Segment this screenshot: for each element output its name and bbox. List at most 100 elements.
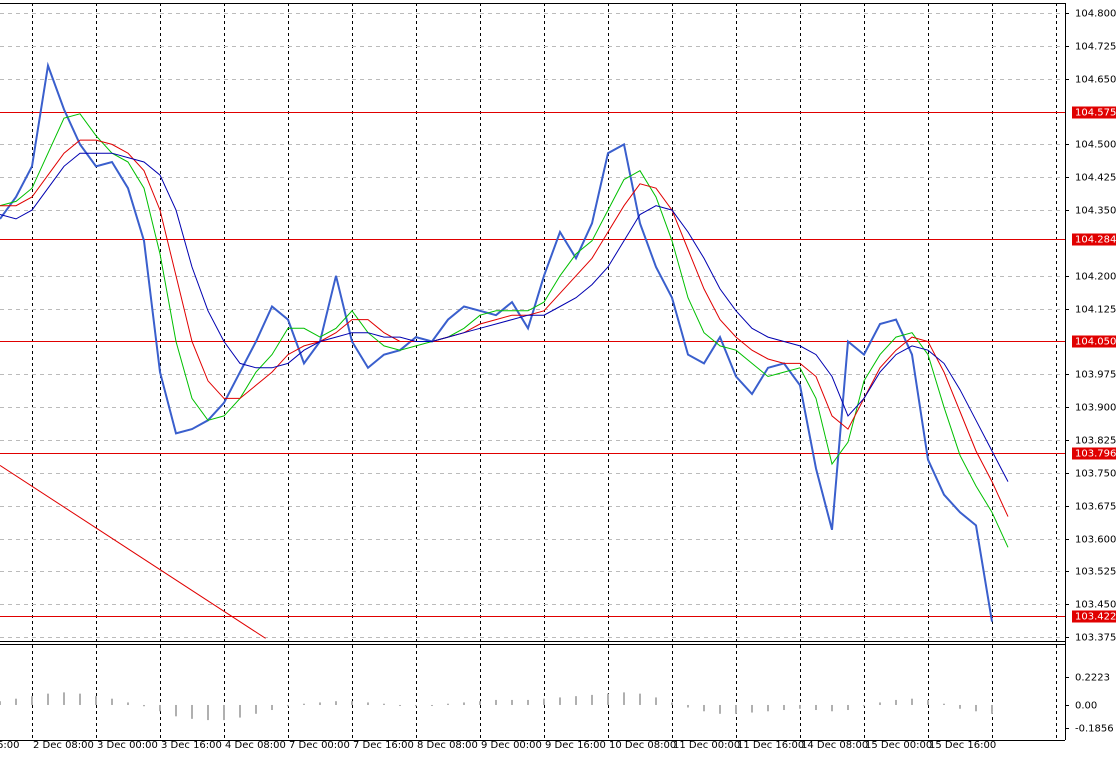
price-line (0, 61, 993, 622)
oscillator-bar (31, 696, 33, 705)
oscillator-bar (319, 702, 321, 705)
grid (0, 3, 1064, 740)
oscillator-bar (207, 704, 209, 721)
x-tick-label: 15 Dec 00:00 (865, 740, 932, 751)
oscillator-bar (303, 703, 305, 705)
x-tick-label: 6:00 (0, 740, 19, 751)
oscillator-bar (511, 699, 513, 705)
oscillator-bar (863, 704, 865, 707)
oscillator-bar (895, 699, 897, 705)
oscillator-bar (287, 704, 289, 707)
oscillator-bar (447, 703, 449, 705)
oscillator-bar (479, 701, 481, 705)
oscillator-bar (463, 702, 465, 705)
y-tick-label: 104.725 (1075, 42, 1116, 53)
level-tag (1072, 610, 1116, 623)
oscillator-bar (687, 704, 689, 708)
x-tick-label: 11 Dec 00:00 (673, 740, 740, 751)
oscillator-bar (191, 704, 193, 719)
x-tick-label: 9 Dec 00:00 (481, 740, 542, 751)
y-tick-label: 103.975 (1075, 370, 1116, 381)
y-tick-label: 0.00 (1075, 701, 1097, 712)
level-label: 104.050 (1075, 337, 1116, 348)
level-label: 103.796 (1075, 449, 1116, 460)
oscillator-bar (527, 699, 529, 705)
oscillator-bar (751, 704, 753, 713)
x-tick-label: 4 Dec 08:00 (225, 740, 286, 751)
oscillator-bar (79, 693, 81, 705)
oscillator-bar (335, 701, 337, 705)
oscillator-bar (735, 704, 737, 714)
axes: 6:00 2 Dec 08:00 3 Dec 00:00 3 Dec 16:00 4 D… (0, 3, 1116, 751)
oscillator-bar (959, 704, 961, 709)
oscillator-bar (591, 694, 593, 705)
level-tag (1072, 335, 1116, 348)
marks (0, 61, 1065, 721)
level-label: 103.422 (1075, 612, 1116, 623)
oscillator-bar (799, 704, 801, 709)
oscillator-bar (495, 699, 497, 705)
x-tick-label: 14 Dec 08:00 (801, 740, 868, 751)
x-tick-label: 3 Dec 16:00 (161, 740, 222, 751)
y-tick-label: 104.350 (1075, 206, 1116, 217)
oscillator-bar (95, 696, 97, 705)
level-tag (1072, 447, 1116, 460)
oscillator-bar (831, 704, 833, 712)
oscillator-bar (879, 702, 881, 705)
oscillator-bar (783, 704, 785, 711)
x-tick-label: 2 Dec 08:00 (33, 740, 94, 751)
oscillator-bar (399, 704, 401, 706)
x-tick-label: 10 Dec 08:00 (609, 740, 676, 751)
y-tick-label: 103.600 (1075, 535, 1116, 546)
oscillator-bar (127, 702, 129, 705)
x-tick-label: 8 Dec 08:00 (417, 740, 478, 751)
y-tick-label: 104.425 (1075, 173, 1116, 184)
level-tag (1072, 233, 1116, 246)
oscillator-bar (223, 704, 225, 721)
oscillator-bar (111, 698, 113, 705)
level-label: 104.575 (1075, 108, 1116, 119)
y-tick-label: 104.125 (1075, 305, 1116, 316)
oscillator-bar (975, 704, 977, 712)
oscillator-bar (415, 704, 417, 707)
oscillator-bar (431, 704, 433, 706)
oscillator-bar (47, 693, 49, 705)
oscillator-bar (703, 704, 705, 712)
y-tick-label: 104.500 (1075, 140, 1116, 151)
oscillator-bar (159, 704, 161, 712)
oscillator-bar (367, 702, 369, 705)
x-tick-label: 9 Dec 16:00 (545, 740, 606, 751)
x-tick-label: 7 Dec 16:00 (353, 740, 414, 751)
oscillator-bar (559, 697, 561, 705)
oscillator-bar (719, 704, 721, 714)
y-tick-label: 0.2223 (1075, 673, 1110, 684)
oscillator-bar (575, 696, 577, 705)
y-tick-label: 103.450 (1075, 600, 1116, 611)
oscillator-bar (351, 701, 353, 705)
oscillator-bar (543, 698, 545, 705)
oscillator-bar (271, 704, 273, 711)
y-tick-label: 103.375 (1075, 633, 1116, 644)
level-tag (1072, 106, 1116, 119)
ma-line (0, 152, 1009, 482)
x-tick-label: 11 Dec 16:00 (737, 740, 804, 751)
ma-line (0, 139, 1009, 517)
oscillator-bar (911, 698, 913, 705)
y-tick-label: 104.650 (1075, 75, 1116, 86)
oscillator-bar (767, 704, 769, 712)
oscillator-bar (991, 704, 993, 714)
y-tick-label: 104.200 (1075, 272, 1116, 283)
level-label: 104.284 (1075, 235, 1116, 246)
ma-line (0, 113, 1009, 548)
y-tick-label: 103.675 (1075, 502, 1116, 513)
oscillator-bar (639, 693, 641, 705)
oscillator-bar (175, 704, 177, 717)
y-tick-label: -0.1856 (1075, 724, 1114, 735)
oscillator-bar (943, 703, 945, 705)
y-tick-label: 103.900 (1075, 403, 1116, 414)
x-tick-label: 7 Dec 00:00 (289, 740, 350, 751)
y-tick-label: 103.750 (1075, 469, 1116, 480)
y-tick-label: 103.525 (1075, 567, 1116, 578)
